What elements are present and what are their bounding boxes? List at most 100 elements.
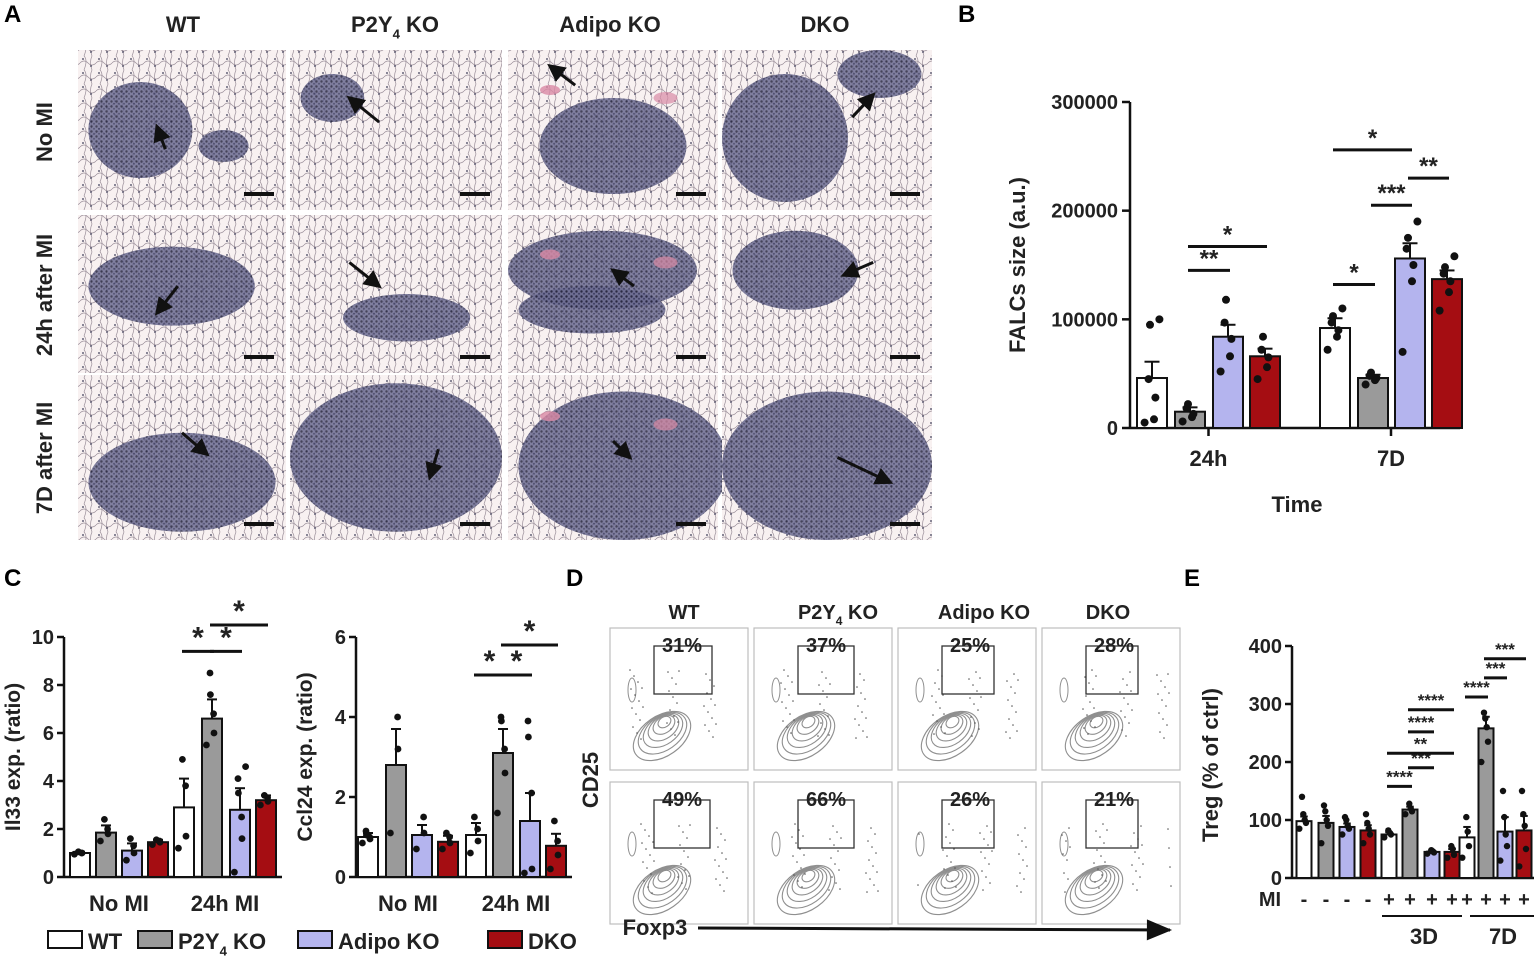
- event-dot: [707, 711, 709, 713]
- density-contour: [1064, 710, 1124, 762]
- event-dot: [954, 867, 956, 869]
- data-point: [1478, 758, 1485, 766]
- event-dot: [1138, 857, 1140, 859]
- legend-label: Adipo KO: [338, 929, 439, 954]
- event-dot: [684, 869, 686, 871]
- data-point: [1445, 288, 1453, 297]
- event-dot: [703, 705, 705, 707]
- significance-label: ****: [1408, 713, 1435, 732]
- bar-dko: [255, 799, 277, 879]
- event-dot: [935, 701, 937, 703]
- bar-p2y4: [1317, 821, 1335, 880]
- mi-sign: -: [1301, 889, 1308, 911]
- data-point: [1402, 811, 1409, 818]
- significance-label: **: [1419, 153, 1438, 180]
- significance-label: *: [1349, 260, 1359, 287]
- event-dot: [649, 854, 651, 856]
- event-dot: [689, 824, 691, 826]
- data-point: [207, 691, 214, 698]
- event-dot: [831, 876, 833, 878]
- event-dot: [787, 675, 789, 677]
- event-dot: [988, 863, 990, 865]
- event-dot: [947, 874, 949, 876]
- density-contour: [637, 865, 688, 909]
- event-dot: [867, 840, 869, 842]
- arrow-indicator: [153, 123, 171, 150]
- bar-p2y4: [385, 764, 407, 878]
- event-dot: [1121, 729, 1123, 731]
- data-point: [1144, 375, 1153, 384]
- data-point: [551, 817, 558, 825]
- event-dot: [804, 873, 806, 875]
- lymphoid-cluster: [343, 294, 471, 342]
- data-point: [1367, 368, 1375, 377]
- data-point: [1263, 363, 1271, 372]
- density-contour: [1064, 864, 1124, 916]
- event-dot: [978, 728, 980, 730]
- event-dot: [869, 878, 871, 880]
- data-point: [525, 733, 532, 741]
- event-dot: [678, 670, 680, 672]
- data-point: [1362, 811, 1370, 818]
- density-contour: [1084, 868, 1108, 889]
- significance-label: ***: [1486, 659, 1506, 678]
- y-tick-label: 200: [1249, 752, 1282, 774]
- data-point: [206, 669, 214, 677]
- data-point: [1446, 277, 1455, 286]
- event-dot: [680, 863, 682, 865]
- lymphoid-cluster: [518, 391, 729, 540]
- flow-plot-1-0: 49%: [609, 781, 749, 925]
- data-point: [130, 842, 138, 850]
- event-dot: [802, 835, 804, 837]
- arrow-indicator: [840, 261, 874, 278]
- data-point: [1360, 840, 1367, 847]
- lymphoid-cluster: [722, 391, 932, 540]
- event-dot: [1011, 705, 1013, 707]
- event-dot: [1008, 718, 1010, 720]
- event-dot: [650, 873, 652, 875]
- y-tick-label: 0: [43, 867, 54, 889]
- event-dot: [791, 681, 793, 683]
- y-axis-label: Treg (% of ctrl): [1198, 688, 1223, 842]
- lymphoid-cluster: [539, 98, 687, 194]
- event-dot: [835, 882, 837, 884]
- flow-column-label-2: Adipo KO: [938, 602, 1030, 624]
- lymphoid-cluster: [88, 82, 193, 178]
- event-dot: [830, 857, 832, 859]
- significance-label: **: [1200, 245, 1219, 272]
- event-dot: [979, 677, 981, 679]
- data-point: [1301, 816, 1308, 824]
- data-point: [1329, 312, 1337, 321]
- event-dot: [1135, 870, 1137, 872]
- density-contour: [801, 715, 816, 729]
- event-dot: [782, 720, 784, 722]
- event-dot: [1170, 885, 1172, 887]
- erythrocyte-patch: [540, 249, 560, 260]
- event-dot: [1167, 828, 1169, 830]
- legend-swatch: [137, 930, 173, 949]
- event-dot: [1132, 883, 1134, 885]
- flow-x-arrow: [697, 919, 1173, 941]
- event-dot: [1088, 682, 1090, 684]
- event-dot: [1119, 691, 1121, 693]
- gate-percent: 49%: [662, 789, 702, 811]
- event-dot: [1123, 697, 1125, 699]
- event-dot: [1131, 864, 1133, 866]
- event-dot: [681, 882, 683, 884]
- data-point: [104, 825, 111, 833]
- data-point: [1341, 813, 1349, 821]
- event-dot: [1097, 868, 1099, 870]
- event-dot: [827, 715, 829, 717]
- event-dot: [1025, 846, 1027, 848]
- density-contour: [915, 831, 925, 857]
- event-dot: [970, 716, 972, 718]
- bar-dko: [1359, 829, 1377, 880]
- event-dot: [708, 730, 710, 732]
- event-dot: [974, 722, 976, 724]
- arrow-indicator: [610, 268, 635, 288]
- arrow-indicator: [181, 431, 210, 457]
- event-dot: [934, 682, 936, 684]
- event-dot: [864, 698, 866, 700]
